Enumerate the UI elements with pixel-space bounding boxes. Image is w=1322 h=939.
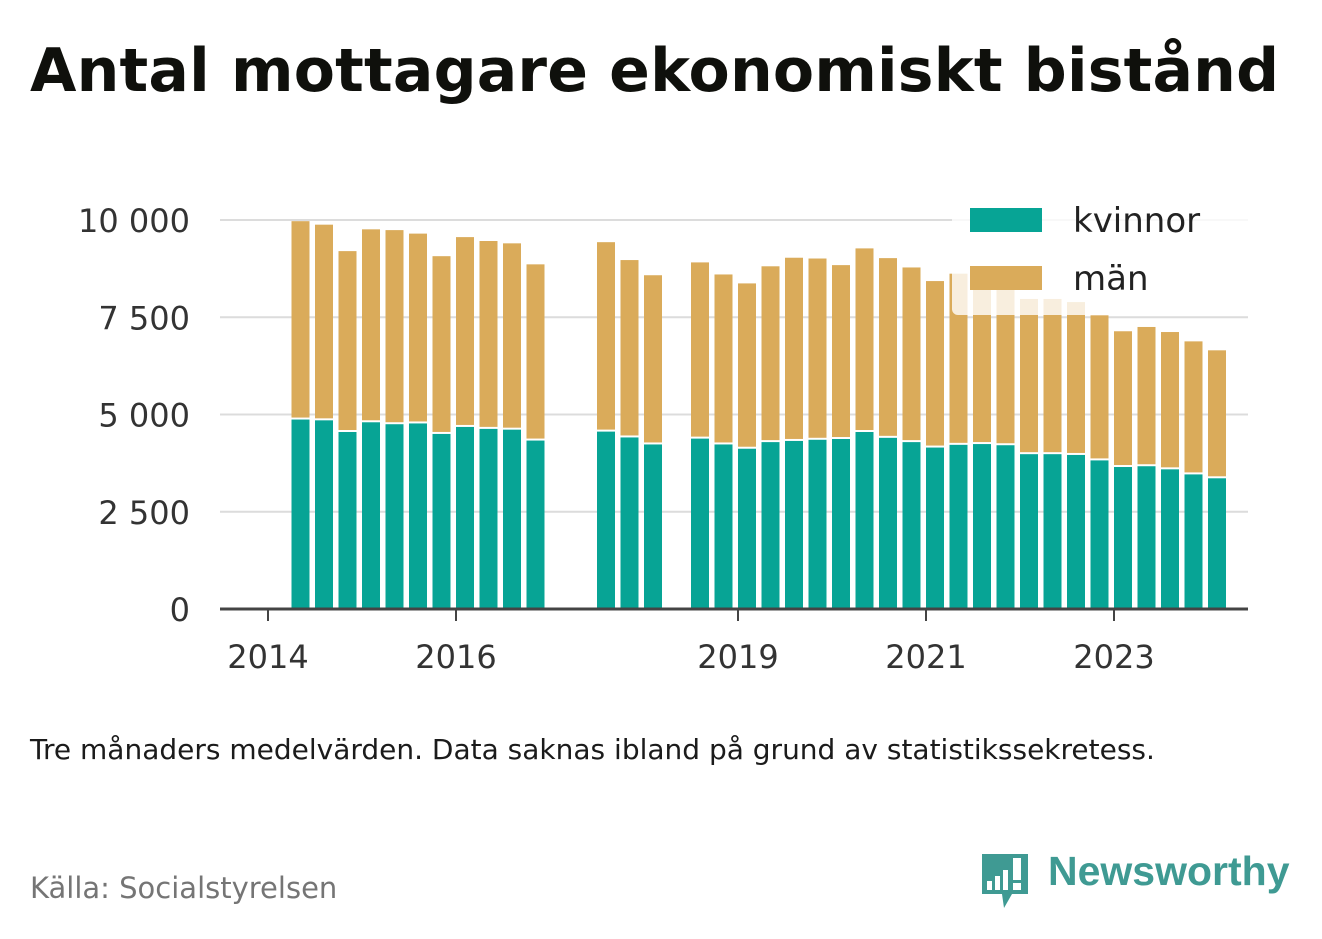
bar-kvinnor — [1208, 478, 1226, 609]
bar-kvinnor — [996, 445, 1015, 609]
bar-man — [1184, 341, 1203, 473]
bar-man — [644, 275, 662, 443]
bar-man — [879, 258, 897, 436]
bar-kvinnor — [902, 442, 921, 609]
bar-man — [926, 281, 944, 446]
x-tick-label: 2021 — [885, 638, 966, 676]
legend-label-kvinnor: kvinnor — [1073, 201, 1200, 241]
bar-kvinnor — [1020, 454, 1038, 609]
bar-man — [1067, 302, 1085, 453]
bar-man — [620, 260, 639, 436]
bars — [291, 221, 1226, 609]
bar-kvinnor — [1114, 467, 1132, 609]
legend-label-man: män — [1073, 259, 1149, 299]
legend: kvinnor män — [952, 188, 1248, 315]
bar-man — [1208, 350, 1226, 477]
bar-man — [949, 273, 968, 443]
bar-man — [291, 221, 310, 418]
bar-man — [1090, 315, 1109, 459]
bar-man — [1020, 298, 1038, 453]
legend-swatch-kvinnor — [970, 208, 1042, 232]
legend-swatch-man — [970, 266, 1042, 290]
bar-kvinnor — [597, 431, 615, 609]
source-label: Källa: Socialstyrelsen — [30, 871, 338, 905]
bar-man — [808, 258, 827, 438]
bar-kvinnor — [879, 437, 897, 609]
bar-kvinnor — [291, 419, 310, 609]
bar-man — [996, 287, 1015, 444]
bar-kvinnor — [526, 440, 545, 609]
bar-kvinnor — [456, 426, 474, 609]
bar-man — [456, 237, 474, 425]
bar-kvinnor — [738, 448, 756, 609]
bar-man — [1114, 331, 1132, 466]
bar-man — [1043, 298, 1062, 453]
bar-kvinnor — [644, 444, 662, 609]
bar-kvinnor — [1067, 454, 1085, 609]
x-tick-label: 2014 — [227, 638, 308, 676]
x-tick-label: 2019 — [697, 638, 778, 676]
bar-kvinnor — [1161, 469, 1179, 609]
bar-man — [855, 248, 874, 431]
bar-man — [479, 241, 498, 427]
bar-man — [785, 257, 803, 439]
x-tick-label: 2016 — [415, 638, 496, 676]
bar-man — [902, 267, 921, 441]
bar-man — [738, 283, 756, 447]
bar-man — [691, 262, 709, 437]
bar-kvinnor — [503, 429, 521, 609]
bar-man — [432, 256, 451, 432]
bar-chart-speech-bubble-icon — [982, 854, 1028, 908]
bar-man — [385, 230, 404, 423]
chart-title: Antal mottagare ekonomiskt bistånd — [30, 36, 1280, 106]
bar-kvinnor — [479, 428, 498, 609]
bar-kvinnor — [855, 432, 874, 609]
y-tick-label: 2 500 — [98, 494, 190, 532]
bar-kvinnor — [409, 423, 427, 609]
bar-kvinnor — [761, 442, 780, 609]
bar-man — [409, 233, 427, 422]
bar-kvinnor — [808, 439, 827, 609]
bar-kvinnor — [432, 433, 451, 609]
bar-man — [338, 251, 357, 431]
bar-kvinnor — [973, 444, 991, 609]
bar-kvinnor — [1090, 460, 1109, 609]
bar-man — [597, 242, 615, 430]
bar-kvinnor — [315, 420, 333, 609]
bar-man — [315, 224, 333, 419]
bar-kvinnor — [620, 437, 639, 609]
chart-note: Tre månaders medelvärden. Data saknas ib… — [30, 733, 1155, 766]
bar-kvinnor — [1137, 466, 1156, 609]
bar-kvinnor — [1184, 474, 1203, 609]
x-tick-label: 2023 — [1073, 638, 1154, 676]
bar-man — [832, 265, 850, 438]
bar-man — [526, 264, 545, 439]
bar-kvinnor — [926, 447, 944, 609]
bar-man — [1161, 332, 1179, 468]
bar-kvinnor — [714, 444, 733, 609]
bar-man — [503, 243, 521, 428]
bar-man — [1137, 326, 1156, 465]
y-tick-label: 7 500 — [98, 299, 190, 337]
bar-kvinnor — [785, 440, 803, 609]
bar-man — [362, 229, 380, 421]
y-tick-label: 0 — [170, 591, 190, 629]
y-tick-label: 10 000 — [78, 202, 190, 240]
bar-man — [761, 266, 780, 441]
y-axis-tick-labels: 0 2 500 5 000 7 500 10 000 — [78, 202, 190, 629]
bar-kvinnor — [832, 439, 850, 609]
y-tick-label: 5 000 — [98, 397, 190, 435]
bar-man — [973, 273, 991, 443]
bar-kvinnor — [362, 422, 380, 609]
bar-kvinnor — [949, 444, 968, 609]
brand-name: Newsworthy — [1048, 848, 1290, 894]
x-axis-ticks: 2014 2016 2019 2021 2023 — [227, 609, 1155, 676]
bar-kvinnor — [1043, 454, 1062, 609]
bar-kvinnor — [338, 432, 357, 609]
bar-kvinnor — [385, 424, 404, 609]
bar-kvinnor — [691, 438, 709, 609]
bar-man — [714, 274, 733, 443]
